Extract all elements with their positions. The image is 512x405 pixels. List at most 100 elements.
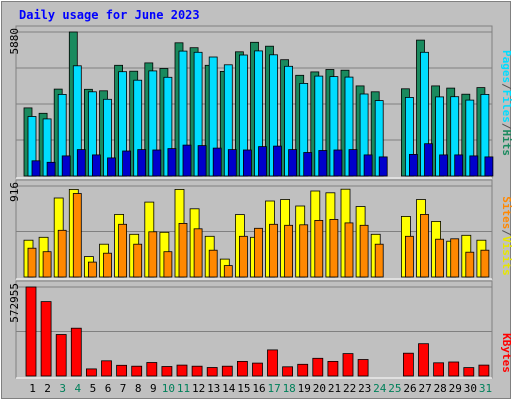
x-tick-label: 22 (343, 382, 356, 395)
chart-title: Daily usage for June 2023 (19, 8, 200, 22)
bar-kbytes-day-7 (116, 364, 127, 377)
bar-sites-day-1 (27, 247, 37, 278)
x-tick-label: 2 (44, 382, 51, 395)
bar-kbytes-day-3 (55, 334, 67, 377)
bar-sites-day-29 (450, 238, 460, 278)
bar-pages-day-5 (92, 154, 101, 177)
bar-sites-day-21 (329, 218, 339, 278)
bar-sites-day-7 (118, 223, 127, 278)
x-tick-label: 30 (464, 382, 477, 395)
bar-pages-day-29 (454, 154, 464, 177)
bar-sites-day-23 (359, 224, 369, 278)
legend-separator: / (500, 83, 512, 90)
bar-sites-day-28 (435, 238, 445, 278)
x-tick-label: 28 (434, 382, 447, 395)
x-tick-label: 6 (105, 382, 112, 395)
bar-sites-day-31 (480, 249, 490, 278)
x-tick-label: 16 (252, 382, 265, 395)
legend-sites: Sites (500, 196, 512, 229)
bar-kbytes-day-20 (312, 357, 324, 377)
bar-kbytes-day-8 (131, 365, 143, 377)
x-tick-label: 19 (298, 382, 311, 395)
bar-sites-day-19 (299, 224, 309, 278)
y-max-label: 5880 (8, 28, 21, 55)
bar-kbytes-day-30 (463, 367, 475, 377)
bar-kbytes-day-18 (282, 366, 294, 377)
x-tick-label: 24 (373, 382, 387, 395)
bar-sites-day-3 (57, 229, 67, 278)
x-tick-label: 23 (358, 382, 371, 395)
bar-sites-day-17 (269, 223, 278, 278)
bar-pages-day-2 (46, 161, 56, 177)
bar-sites-day-18 (284, 224, 294, 278)
bar-pages-day-30 (469, 155, 479, 177)
x-tick-label: 12 (192, 382, 205, 395)
bar-kbytes-day-31 (478, 364, 490, 377)
bar-sites-day-26 (404, 235, 414, 278)
bar-pages-day-26 (408, 153, 418, 177)
bar-pages-day-18 (288, 149, 298, 177)
x-tick-label: 27 (418, 382, 431, 395)
bar-sites-day-15 (238, 235, 248, 278)
bar-kbytes-day-13 (206, 367, 218, 377)
x-tick-label: 25 (388, 382, 401, 395)
x-tick-label: 17 (267, 382, 280, 395)
x-tick-label: 7 (120, 382, 127, 395)
bar-pages-day-7 (122, 150, 131, 177)
bar-pages-day-21 (333, 149, 343, 177)
legend-hits-files-pages: Pages/Files/Hits (500, 50, 512, 156)
bar-sites-day-27 (420, 213, 429, 278)
bar-kbytes-day-5 (86, 368, 97, 377)
bar-kbytes-day-23 (357, 359, 369, 377)
bar-sites-day-9 (148, 231, 158, 278)
bar-kbytes-day-1 (25, 286, 37, 377)
legend-separator: / (500, 229, 512, 236)
x-tick-label: 21 (328, 382, 341, 395)
x-tick-label: 29 (449, 382, 462, 395)
x-tick-label: 26 (403, 382, 416, 395)
bar-sites-day-8 (133, 243, 143, 278)
bar-pages-day-11 (182, 144, 192, 177)
x-tick-label: 11 (177, 382, 190, 395)
bar-pages-day-19 (303, 152, 313, 177)
bar-pages-day-15 (242, 149, 252, 177)
bar-pages-day-1 (31, 160, 41, 177)
bar-pages-day-27 (424, 143, 433, 177)
bar-sites-day-16 (254, 227, 263, 278)
legend-sites-visits: Sites/Visits (500, 196, 512, 276)
legend-separator: / (500, 123, 512, 130)
bar-sites-day-4 (72, 193, 82, 278)
legend-pages: Pages (500, 50, 512, 83)
y-max-label: 916 (8, 182, 21, 202)
bar-pages-day-24 (378, 156, 388, 177)
chart-bars (23, 31, 494, 377)
bar-kbytes-day-4 (70, 327, 82, 377)
bar-pages-day-12 (197, 145, 207, 177)
x-tick-label: 4 (74, 382, 81, 395)
bar-sites-day-14 (223, 265, 233, 278)
bar-kbytes-day-21 (327, 360, 339, 377)
bar-kbytes-day-28 (433, 362, 445, 377)
bar-kbytes-day-17 (267, 349, 278, 377)
x-tick-label: 18 (283, 382, 296, 395)
bar-pages-day-31 (484, 156, 494, 177)
bar-sites-day-11 (178, 222, 188, 278)
bar-pages-day-13 (212, 147, 222, 177)
legend-hits: Hits (500, 130, 512, 157)
y-max-labels: 5880 916 572955 (8, 28, 21, 323)
x-tick-label: 31 (479, 382, 492, 395)
bar-kbytes-day-6 (101, 360, 112, 377)
bar-kbytes-day-12 (191, 365, 203, 377)
x-tick-label: 15 (237, 382, 250, 395)
bar-pages-day-28 (439, 154, 449, 177)
bar-pages-day-17 (273, 145, 282, 177)
bar-kbytes-day-27 (418, 343, 429, 377)
bar-kbytes-day-15 (236, 360, 248, 377)
bar-sites-day-5 (88, 261, 97, 278)
bar-sites-day-6 (103, 252, 112, 278)
bar-kbytes-day-11 (176, 364, 188, 377)
bar-kbytes-day-19 (297, 363, 309, 377)
bar-pages-day-8 (137, 149, 147, 177)
